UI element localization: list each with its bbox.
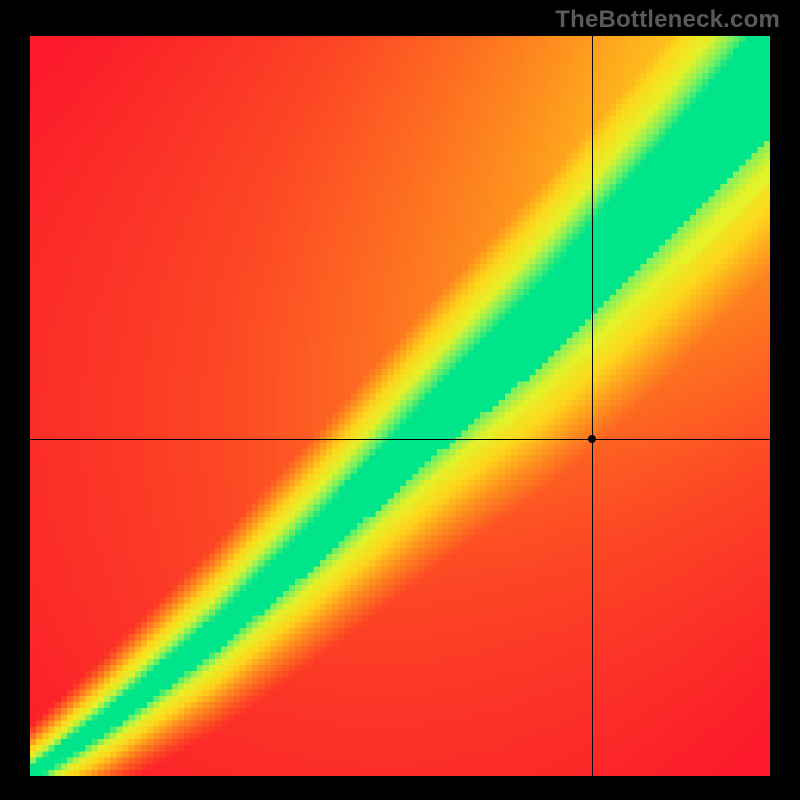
crosshair-marker: [588, 435, 596, 443]
chart-container: TheBottleneck.com: [0, 0, 800, 800]
heatmap-plot: [30, 36, 770, 776]
watermark-text: TheBottleneck.com: [555, 6, 780, 34]
crosshair-horizontal: [30, 439, 770, 440]
crosshair-vertical: [592, 36, 593, 776]
heatmap-canvas: [30, 36, 770, 776]
